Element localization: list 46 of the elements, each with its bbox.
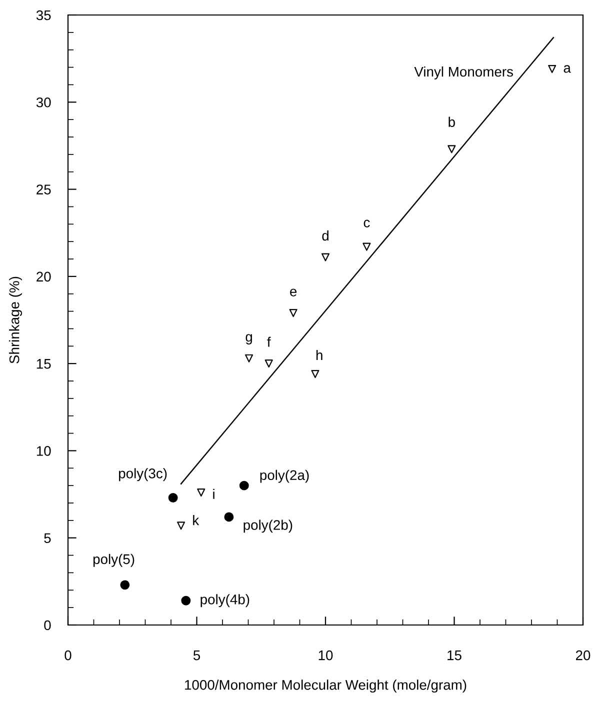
- point: [239, 480, 249, 490]
- annotation: poly(2b): [244, 520, 292, 533]
- x-tick-label: 10: [318, 650, 333, 660]
- annotation: g: [246, 334, 252, 344]
- annotation: Vinyl Monomers: [414, 66, 513, 80]
- y-tick-label: 30: [36, 97, 51, 108]
- y-tick-label: 0: [44, 620, 51, 630]
- x-tick-label: 20: [576, 650, 590, 660]
- annotation: poly(3c): [119, 468, 167, 482]
- point: [448, 145, 456, 154]
- y-tick-label: 15: [36, 359, 51, 369]
- point: [120, 580, 130, 590]
- annotation: c: [364, 220, 370, 228]
- point: [224, 512, 234, 522]
- x-tick-label: 5: [193, 650, 200, 660]
- x-axis-title: 1000/Monomer Molecular Weight (mole/gram): [185, 680, 466, 693]
- point: [197, 488, 206, 497]
- y-axis-title: Shrinkage (%): [9, 276, 22, 364]
- point: [177, 522, 186, 530]
- point: [168, 493, 178, 502]
- y-tick-label: 20: [36, 272, 51, 282]
- annotation: e: [290, 288, 297, 296]
- point: [181, 596, 191, 606]
- annotation: d: [322, 230, 328, 241]
- annotation: f: [267, 336, 271, 347]
- annotation: poly(4b): [200, 594, 250, 608]
- x-tick-label: 15: [448, 650, 462, 660]
- y-tick-label: 5: [44, 533, 51, 544]
- annotation: k: [193, 515, 200, 526]
- point: [244, 354, 254, 362]
- annotation: a: [564, 65, 571, 73]
- y-tick-label: 10: [36, 446, 51, 456]
- point: [289, 309, 298, 318]
- point: [548, 65, 556, 74]
- annotation: b: [448, 116, 455, 128]
- x-tick-label: 0: [64, 650, 72, 660]
- y-tick-label: 35: [36, 10, 51, 20]
- point: [362, 242, 371, 251]
- annotation: i: [213, 488, 214, 499]
- point: [321, 253, 330, 262]
- annotation: poly(2a): [260, 470, 309, 483]
- annotation: poly(5): [93, 554, 134, 567]
- point: [264, 360, 273, 368]
- point: [311, 370, 320, 378]
- annotation: h: [316, 350, 322, 360]
- y-tick-label: 25: [36, 184, 51, 194]
